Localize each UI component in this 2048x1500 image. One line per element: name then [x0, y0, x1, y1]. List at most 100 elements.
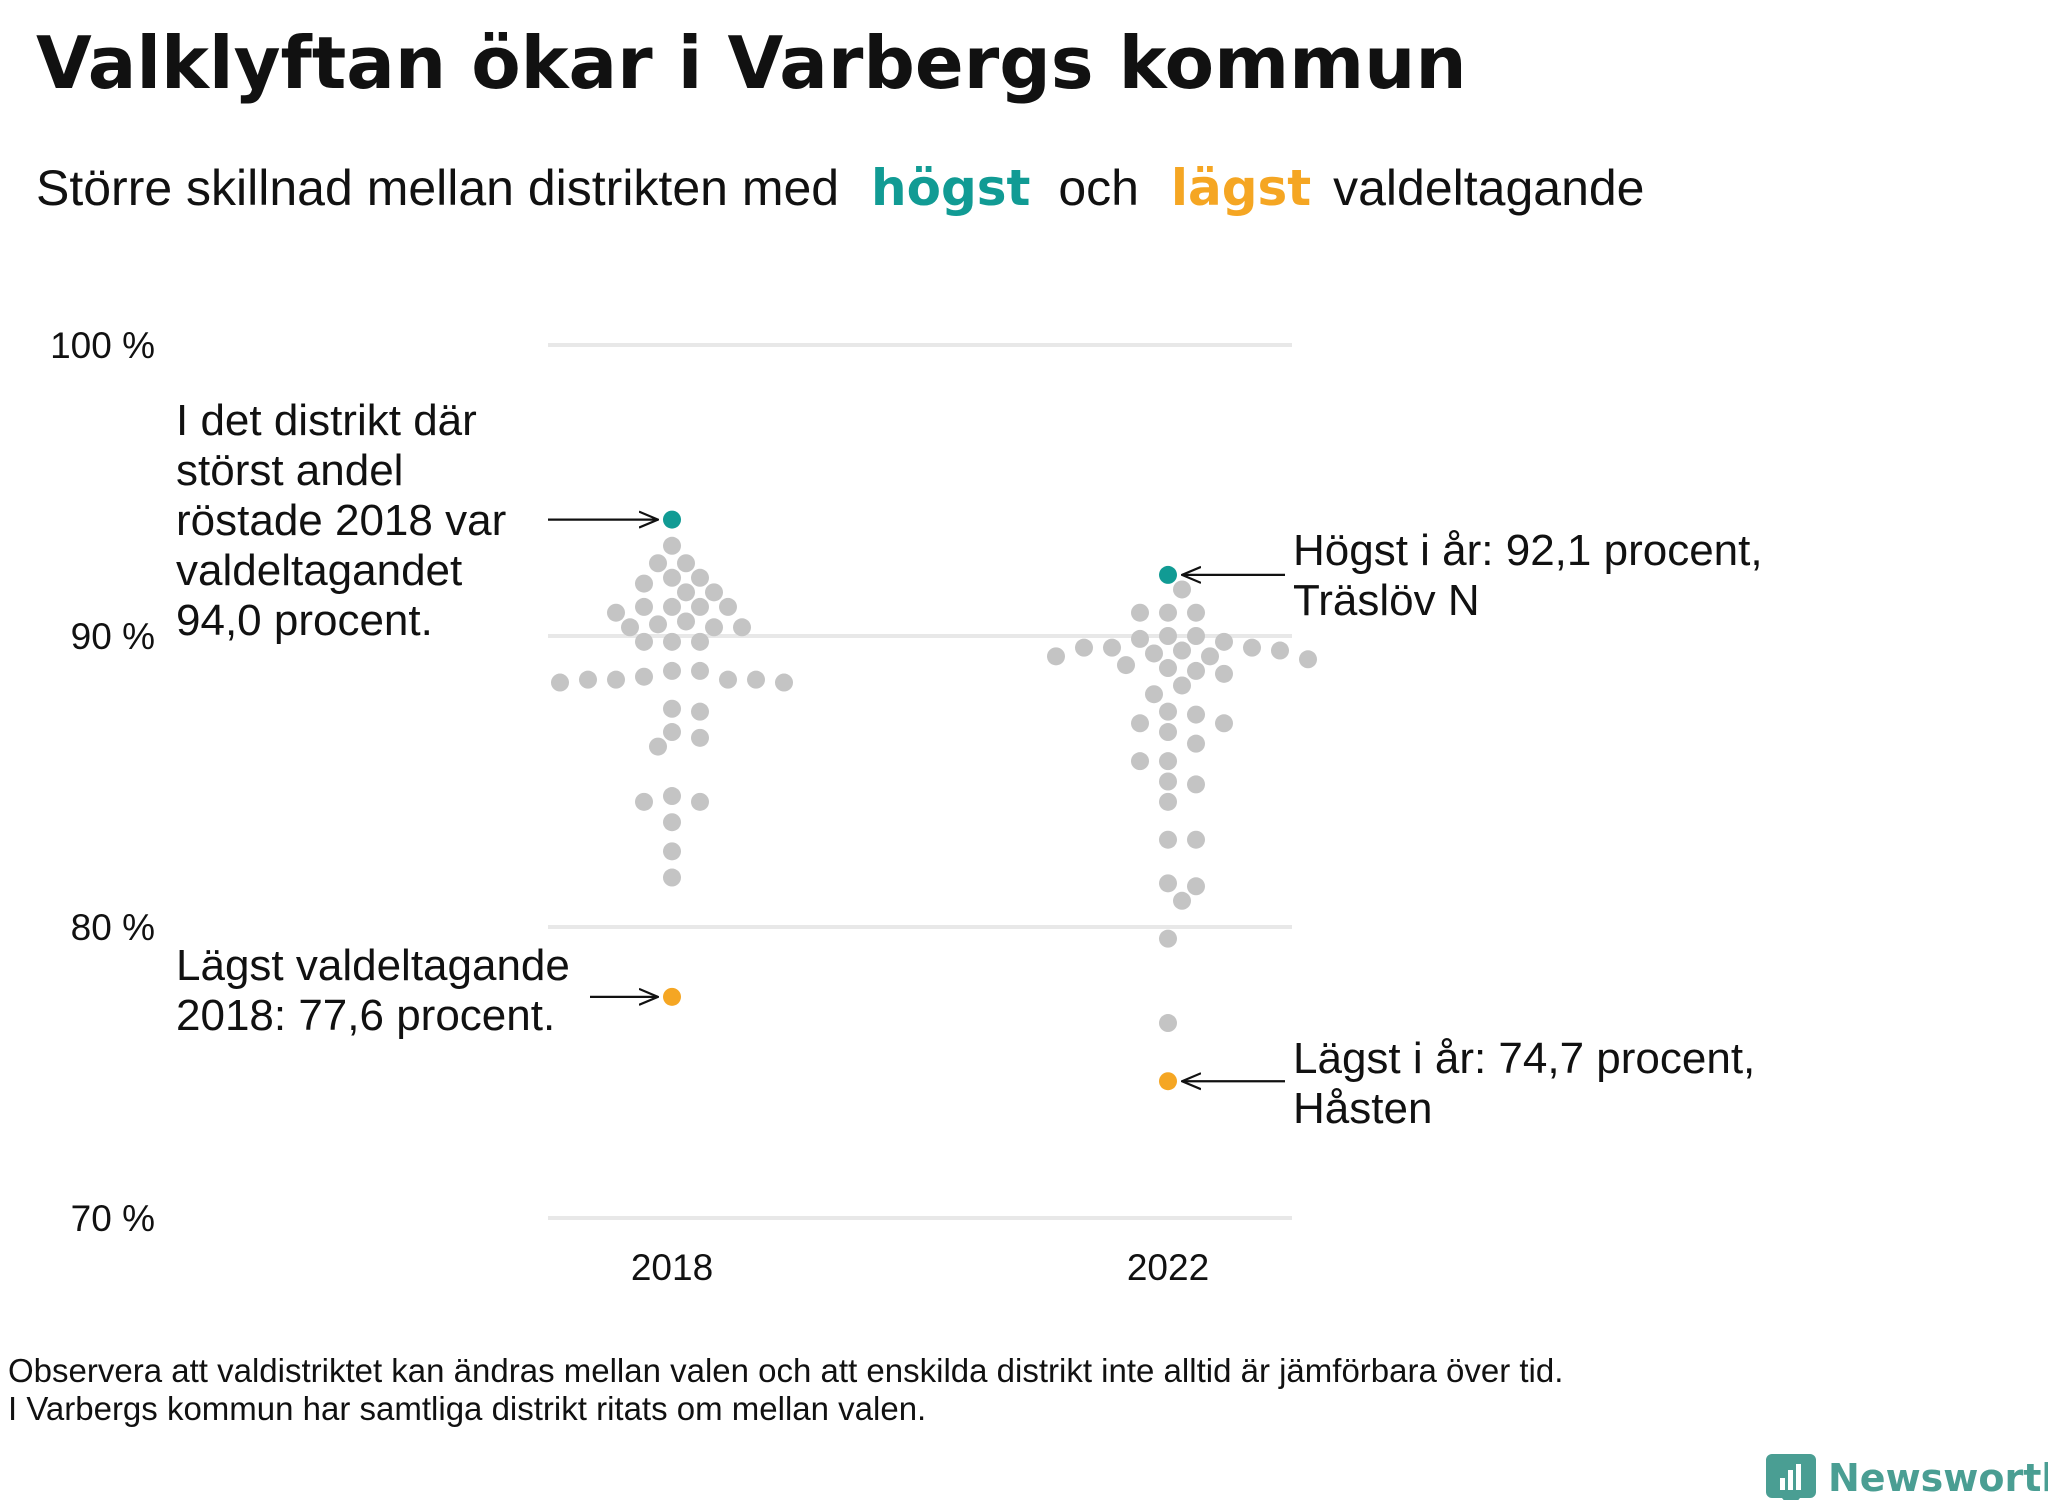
subtitle-part2: valdeltagande	[1333, 160, 1644, 216]
data-point	[1159, 702, 1177, 721]
subtitle-high-word: högst	[871, 159, 1030, 217]
data-point	[607, 670, 625, 689]
data-point	[691, 792, 709, 811]
footnote-line-1: Observera att valdistriktet kan ändras m…	[8, 1352, 1563, 1389]
data-point	[1159, 929, 1177, 948]
brand-name: Newsworthy	[1828, 1456, 2048, 1500]
annotation-high-2022-line: Högst i år: 92,1 procent,	[1293, 526, 1763, 575]
chart-title: Valklyftan ökar i Varbergs kommun	[36, 21, 1467, 105]
x-tick-label: 2022	[1127, 1247, 1209, 1288]
data-point	[1131, 752, 1149, 771]
data-point	[1159, 723, 1177, 742]
footnote: Observera att valdistriktet kan ändras m…	[8, 1352, 1563, 1427]
data-point	[663, 723, 681, 742]
data-point	[677, 554, 695, 573]
data-point	[1173, 580, 1191, 599]
data-point	[1159, 792, 1177, 811]
data-point	[649, 737, 667, 756]
data-point	[1173, 891, 1191, 910]
data-point	[1187, 877, 1205, 896]
data-point	[691, 597, 709, 616]
data-point	[1299, 650, 1317, 669]
data-point	[649, 615, 667, 634]
data-point	[1159, 772, 1177, 791]
data-point	[607, 603, 625, 622]
subtitle-middle: och	[1058, 160, 1139, 216]
data-point	[1187, 627, 1205, 645]
data-point	[1159, 874, 1177, 893]
data-point	[1145, 644, 1163, 663]
bar-chart-pin-icon	[1766, 1454, 1816, 1500]
annotation-low-2022-line: Håsten	[1293, 1084, 1432, 1133]
data-point	[1145, 685, 1163, 704]
data-point	[1131, 629, 1149, 648]
data-point	[635, 574, 653, 593]
data-point	[1159, 1014, 1177, 1033]
data-point	[1131, 714, 1149, 733]
data-point	[663, 568, 681, 587]
data-point	[1159, 752, 1177, 771]
subtitle-low-word: lägst	[1171, 159, 1311, 217]
data-point	[691, 728, 709, 747]
x-axis-ticks: 2018 2022	[631, 1247, 1209, 1288]
data-points	[551, 510, 1317, 1091]
annotation-high-2018-line: 94,0 procent.	[176, 596, 433, 645]
data-point	[663, 787, 681, 806]
annotation-high-2022: Högst i år: 92,1 procent,Träslöv N	[1293, 526, 1763, 625]
data-point	[551, 673, 569, 692]
lowest-point	[663, 987, 681, 1006]
data-point	[663, 661, 681, 680]
annotation-low-2022: Lägst i år: 74,7 procent,Håsten	[1293, 1034, 1755, 1133]
data-point	[677, 583, 695, 602]
data-point	[635, 597, 653, 616]
data-point	[1187, 603, 1205, 622]
data-point	[705, 583, 723, 602]
data-point	[649, 554, 667, 573]
brand-logo: Newsworthy	[1766, 1454, 2048, 1500]
y-tick-label: 90 %	[71, 616, 155, 657]
data-point	[1047, 647, 1065, 666]
data-point	[719, 670, 737, 689]
data-point	[635, 792, 653, 811]
annotation-low-2018-line: Lägst valdeltagande	[176, 941, 570, 990]
highest-point	[663, 510, 681, 529]
data-point	[1187, 661, 1205, 680]
data-point	[1173, 641, 1191, 660]
gridlines	[548, 343, 1292, 1220]
highest-point	[1159, 565, 1177, 584]
data-point	[1173, 676, 1191, 695]
annotation-low-2018-line: 2018: 77,6 procent.	[176, 991, 555, 1040]
footnote-line-2: I Varbergs kommun har samtliga distrikt …	[8, 1390, 926, 1427]
data-point	[1187, 775, 1205, 794]
y-tick-label: 70 %	[71, 1198, 155, 1239]
data-point	[705, 618, 723, 637]
x-tick-label: 2018	[631, 1247, 713, 1288]
data-point	[663, 868, 681, 887]
y-tick-label: 100 %	[50, 325, 155, 366]
data-point	[1215, 714, 1233, 733]
data-point	[691, 632, 709, 651]
data-point	[579, 670, 597, 689]
data-point	[733, 618, 751, 637]
data-point	[1131, 603, 1149, 622]
annotation-high-2018-line: valdeltagandet	[176, 546, 462, 595]
data-point	[1075, 638, 1093, 657]
data-point	[663, 536, 681, 555]
annotation-high-2018-line: störst andel	[176, 446, 403, 495]
data-point	[663, 813, 681, 832]
data-point	[635, 667, 653, 686]
data-point	[747, 670, 765, 689]
data-point	[719, 597, 737, 616]
subtitle-part1: Större skillnad mellan distrikten med	[36, 160, 839, 216]
data-point	[1187, 705, 1205, 724]
y-tick-label: 80 %	[71, 907, 155, 948]
data-point	[691, 568, 709, 587]
data-point	[1201, 647, 1219, 666]
data-point	[635, 632, 653, 651]
data-point	[1117, 656, 1135, 675]
data-point	[1159, 830, 1177, 849]
